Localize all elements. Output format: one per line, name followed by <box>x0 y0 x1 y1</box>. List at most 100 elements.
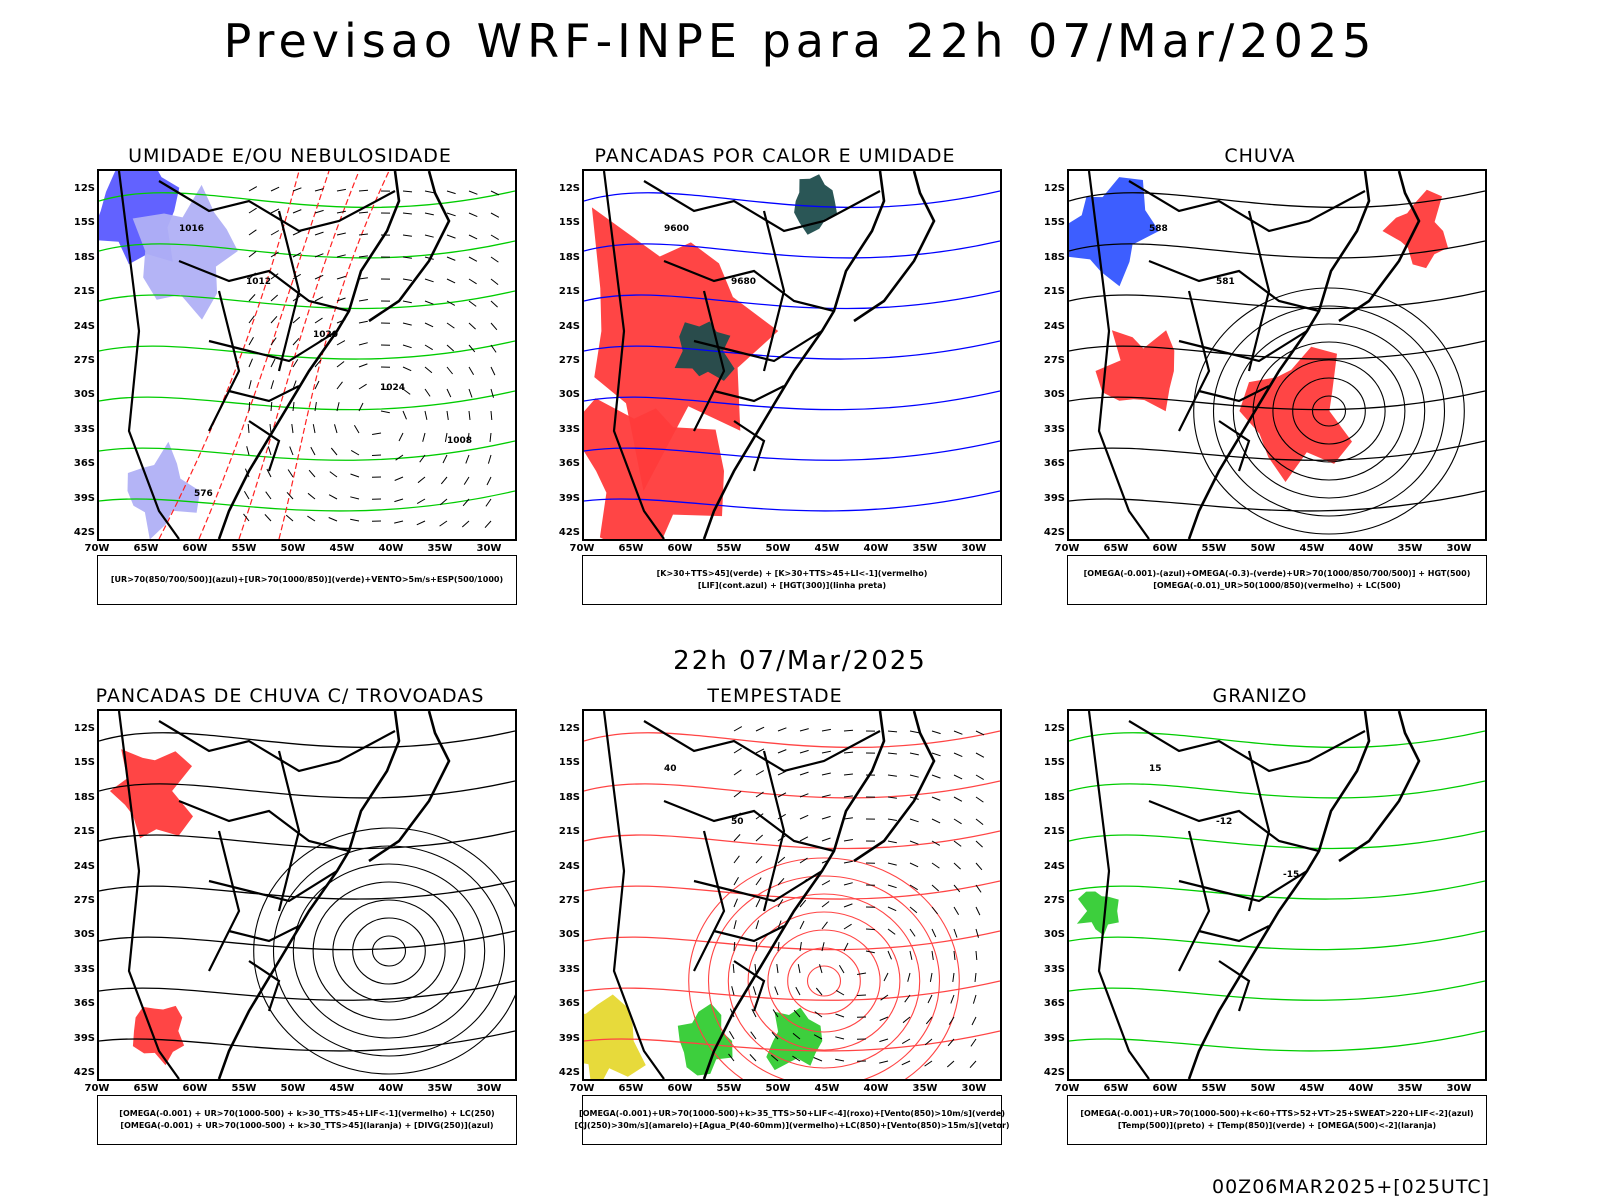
wind-vector <box>931 818 941 824</box>
political-border <box>117 171 180 539</box>
longitude-label: 60W <box>182 543 208 554</box>
wind-vector <box>799 749 809 754</box>
contour-line <box>1069 880 1485 900</box>
political-border <box>158 180 396 233</box>
wind-vector <box>777 877 785 886</box>
longitude-label: 30W <box>1446 543 1472 554</box>
wind-vector <box>777 856 786 864</box>
wind-vector <box>461 520 470 528</box>
streamline <box>727 893 921 1069</box>
political-border <box>1198 385 1270 403</box>
contour-line <box>1069 190 1485 209</box>
wind-vector <box>925 1016 933 1025</box>
contour-line <box>584 490 1000 512</box>
map-area <box>97 709 517 1081</box>
forecast-panel: PANCADAS DE CHUVA C/ TROVOADAS 12S 15S 18S 2… <box>55 685 525 1165</box>
latitude-label: 27S <box>558 355 580 366</box>
wind-vector <box>292 209 302 214</box>
wind-vector <box>733 920 737 930</box>
latitude-label: 24S <box>1043 320 1065 332</box>
wind-vector <box>751 1008 757 1018</box>
wind-vector <box>887 840 897 844</box>
wind-vector <box>424 212 434 216</box>
contour-line <box>584 1030 1000 1052</box>
longitude-label: 55W <box>231 1083 257 1094</box>
wind-vector <box>909 862 919 868</box>
political-border <box>1218 420 1251 472</box>
coastline <box>1187 171 1371 539</box>
wind-vector <box>953 730 963 735</box>
latitude-label: 12S <box>1043 183 1065 194</box>
wind-vector <box>446 256 456 261</box>
contour-line <box>584 440 1000 461</box>
longitude-label: 55W <box>231 543 257 554</box>
political-border <box>713 385 785 403</box>
contour-line <box>1069 730 1485 749</box>
contour-line <box>99 440 515 461</box>
wind-vector <box>307 515 316 522</box>
wind-vector <box>358 342 368 346</box>
wind-vector <box>490 366 496 376</box>
wind-vector <box>442 454 448 464</box>
wind-vector <box>975 774 984 781</box>
coastline <box>1187 711 1371 1079</box>
longitude-label: 35W <box>1397 1083 1423 1094</box>
wind-vector <box>865 928 876 931</box>
wind-vector <box>468 322 476 330</box>
wind-vector <box>468 278 477 285</box>
wind-vector <box>292 316 301 324</box>
political-border <box>663 799 835 853</box>
shaded-region <box>1095 330 1175 412</box>
wind-vector <box>931 950 934 960</box>
panel-title: PANCADAS DE CHUVA C/ TROVOADAS <box>95 685 485 707</box>
wind-vector <box>887 730 898 733</box>
wind-vector <box>336 402 340 412</box>
latitude-label: 30S <box>1043 929 1065 941</box>
wind-vector <box>314 359 322 368</box>
contour-label: -12 <box>1216 817 1232 827</box>
wind-vector <box>777 813 786 820</box>
latitude-label: 27S <box>73 355 95 366</box>
latitude-label: 21S <box>73 286 95 298</box>
wind-vector <box>424 366 433 374</box>
political-border <box>1198 925 1270 943</box>
wind-vector <box>266 468 272 478</box>
political-border <box>228 925 300 943</box>
wind-vector <box>887 862 897 866</box>
legend-text: [Temp(500)](preto) + [Temp(850)](verde) … <box>1117 1121 1437 1130</box>
longitude-label: 40W <box>378 1083 404 1094</box>
wind-vector <box>336 381 343 390</box>
legend-text: [K>30+TTS>45](verde) + [K>30+TTS>45+LI<-… <box>656 569 928 578</box>
wind-vector <box>835 1058 845 1062</box>
wind-vector <box>771 1031 779 1040</box>
latitude-label: 24S <box>1043 860 1065 872</box>
wind-vector <box>310 446 316 456</box>
wind-vector <box>402 278 412 281</box>
wind-vector <box>733 876 739 886</box>
contour-label: 40 <box>664 764 677 774</box>
latitude-label: 42S <box>558 527 580 538</box>
streamline <box>352 917 426 985</box>
wind-vector <box>292 359 299 368</box>
political-border <box>1087 711 1150 1079</box>
wind-vector <box>358 277 368 280</box>
wind-vector <box>733 726 743 732</box>
coastline <box>368 171 451 323</box>
wind-vector <box>358 299 368 302</box>
wind-vector <box>446 278 456 284</box>
legend-text: [LIF](cont.azul) + [HGT(300)](linha pret… <box>697 581 887 590</box>
streamline <box>1272 359 1386 463</box>
political-border <box>158 720 396 773</box>
longitude-label: 55W <box>716 1083 742 1094</box>
wind-vector <box>777 942 780 952</box>
main-title: Previsao WRF-INPE para 22h 07/Mar/2025 <box>223 14 1377 68</box>
contour-line <box>584 190 1000 209</box>
wind-vector <box>314 253 324 258</box>
wind-vector <box>948 1016 955 1025</box>
wind-vector <box>424 190 434 194</box>
political-border <box>1178 290 1211 432</box>
wind-vector <box>422 432 426 442</box>
longitude-label: 45W <box>814 543 840 554</box>
wind-vector <box>314 231 324 236</box>
wind-vector <box>358 402 364 412</box>
